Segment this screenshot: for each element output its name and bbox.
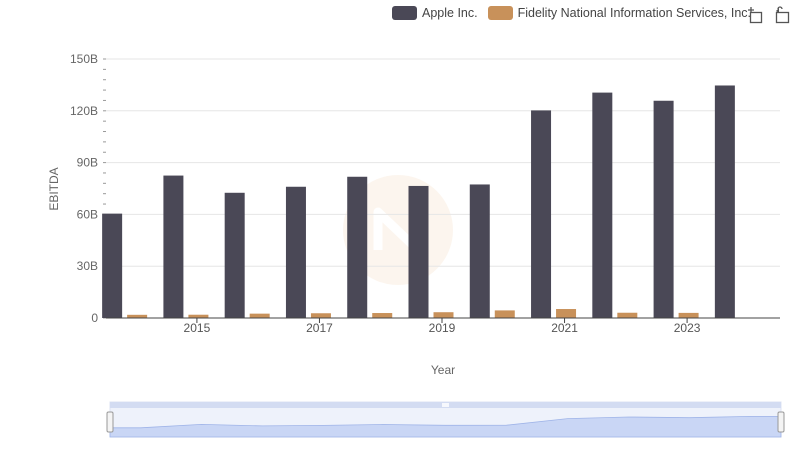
range-navigator[interactable] <box>106 401 785 438</box>
navigator-scrollbar-grip[interactable] <box>442 403 449 407</box>
bar-fis[interactable] <box>372 313 393 318</box>
bar-apple[interactable] <box>653 100 674 319</box>
legend-label-apple: Apple Inc. <box>422 6 478 20</box>
y-axis-title: EBITDA <box>47 167 61 210</box>
legend-swatch-fis <box>487 6 513 20</box>
x-tick-label: 2017 <box>306 321 333 335</box>
legend-item-apple[interactable]: Apple Inc. <box>392 6 478 20</box>
bar-apple[interactable] <box>714 85 735 319</box>
navigator-handle-right[interactable] <box>777 411 785 433</box>
y-tick-label: 0 <box>91 311 98 325</box>
bar-apple[interactable] <box>592 92 613 318</box>
chart-legend: Apple Inc. Fidelity National Information… <box>392 4 761 22</box>
bar-apple[interactable] <box>531 110 552 319</box>
bar-apple[interactable] <box>163 175 184 318</box>
bar-fis[interactable] <box>127 314 148 318</box>
legend-label-fis: Fidelity National Information Services, … <box>517 6 752 20</box>
bar-fis[interactable] <box>310 313 331 318</box>
y-tick-label: 60B <box>77 207 98 221</box>
bar-fis[interactable] <box>249 313 270 318</box>
bar-fis[interactable] <box>433 312 454 318</box>
zoom-in-icon[interactable] <box>746 6 764 24</box>
bar-apple[interactable] <box>469 184 490 318</box>
bar-fis[interactable] <box>188 314 209 318</box>
legend-swatch-apple <box>392 6 417 20</box>
bar-apple[interactable] <box>408 185 429 318</box>
bar-apple[interactable] <box>285 186 306 318</box>
bar-fis[interactable] <box>617 312 638 318</box>
navigator-handle-left[interactable] <box>106 411 114 433</box>
x-tick-label: 2015 <box>184 321 211 335</box>
x-tick-label: 2019 <box>429 321 456 335</box>
legend-item-fis[interactable]: Fidelity National Information Services, … <box>487 6 752 20</box>
y-tick-label: 30B <box>77 259 98 273</box>
x-axis-title: Year <box>431 363 455 377</box>
bar-apple[interactable] <box>102 213 123 318</box>
bar-fis[interactable] <box>556 309 577 318</box>
y-tick-label: 90B <box>77 156 98 170</box>
navigator-series-area <box>109 416 782 438</box>
x-tick-label: 2023 <box>674 321 701 335</box>
bar-apple[interactable] <box>224 192 245 318</box>
bar-fis[interactable] <box>678 312 699 318</box>
bar-fis[interactable] <box>494 310 515 318</box>
y-tick-label: 150B <box>70 52 98 66</box>
bar-apple[interactable] <box>347 176 368 318</box>
x-tick-label: 2021 <box>551 321 578 335</box>
reset-zoom-icon[interactable] <box>773 6 791 24</box>
y-tick-label: 120B <box>70 104 98 118</box>
